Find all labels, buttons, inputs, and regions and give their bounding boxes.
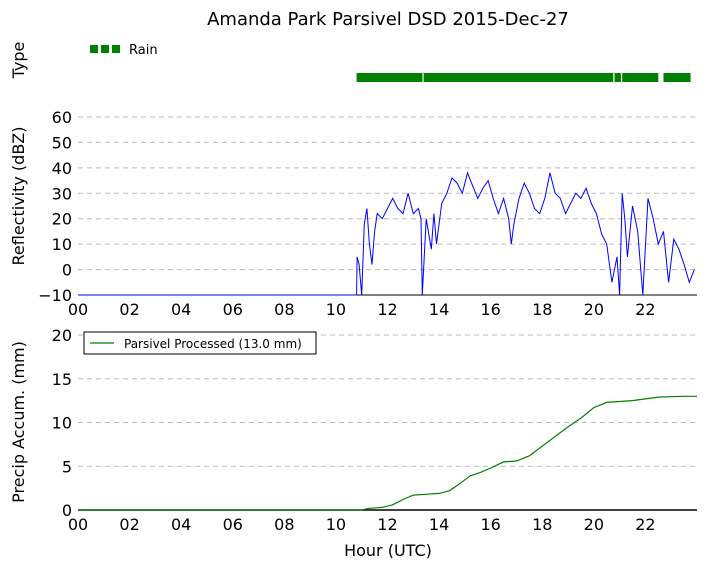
x-tick-label: 02 [119,515,139,534]
reflectivity-x-ticks: 00 02 04 06 08 10 12 14 16 18 20 22 [68,300,656,319]
y-tick-label: 5 [62,457,72,476]
reflectivity-grid [78,116,697,296]
y-tick-label: 20 [52,326,72,345]
x-tick-label: 04 [171,515,191,534]
x-tick-label: 18 [532,515,552,534]
precip-legend-box [83,331,317,355]
precip-y-ticks: 0 5 10 15 20 [52,326,72,520]
x-tick-label: 04 [171,300,191,319]
y-tick-label: 0 [62,261,72,280]
y-tick-label: 20 [52,210,72,229]
y-tick-label: −10 [38,286,72,305]
y-tick-label: 15 [52,370,72,389]
rain-segment [663,73,691,82]
rain-legend-swatch-2 [101,45,109,53]
x-tick-label: 12 [377,300,397,319]
x-tick-label: 12 [377,515,397,534]
precip-panel: 0 5 10 15 20 00 02 04 06 08 10 12 14 16 18 20 22 Parsiv… [9,326,697,560]
x-tick-label: 00 [68,515,88,534]
x-tick-label: 00 [68,300,88,319]
precip-grid [78,334,697,511]
y-tick-label: 10 [52,414,72,433]
precip-xlabel: Hour (UTC) [344,541,432,560]
y-tick-label: 30 [52,184,72,203]
x-tick-label: 06 [223,300,243,319]
rain-segment [622,73,659,82]
reflectivity-y-ticks: −10 0 10 20 30 40 50 60 [38,108,72,305]
x-tick-label: 14 [429,300,449,319]
precip-legend-label: Parsivel Processed (13.0 mm) [124,337,302,351]
precip-ylabel: Precip Accum. (mm) [9,341,28,503]
x-tick-label: 20 [584,300,604,319]
rain-legend-label: Rain [129,43,158,58]
type-panel: Type Rain [9,42,691,82]
rain-segment [356,73,423,82]
x-tick-label: 16 [480,300,500,319]
x-tick-label: 20 [584,515,604,534]
x-tick-label: 10 [326,300,346,319]
precip-accum-line [78,395,697,511]
x-tick-label: 08 [274,300,294,319]
rain-segment [423,73,614,82]
y-tick-label: 40 [52,159,72,178]
rain-segment [614,73,621,82]
type-legend: Rain [90,43,158,58]
precip-legend: Parsivel Processed (13.0 mm) [83,331,317,355]
x-tick-label: 16 [480,515,500,534]
x-tick-label: 14 [429,515,449,534]
y-tick-label: 0 [62,501,72,520]
x-tick-label: 06 [223,515,243,534]
y-tick-label: 50 [52,133,72,152]
rain-legend-swatch-1 [90,45,98,53]
reflectivity-line [78,171,695,296]
x-tick-label: 18 [532,300,552,319]
y-tick-label: 60 [52,108,72,127]
chart-title: Amanda Park Parsivel DSD 2015-Dec-27 [207,9,569,30]
x-tick-label: 22 [635,300,655,319]
x-tick-label: 10 [326,515,346,534]
precip-x-ticks: 00 02 04 06 08 10 12 14 16 18 20 22 [68,515,656,534]
reflectivity-panel: −10 0 10 20 30 40 50 60 00 02 04 06 08 10 12 14 16 18 20 2… [9,108,697,319]
x-tick-label: 08 [274,515,294,534]
x-tick-label: 22 [635,515,655,534]
rain-legend-swatch-3 [112,45,120,53]
reflectivity-ylabel: Reflectivity (dBZ) [9,127,28,266]
x-tick-label: 02 [119,300,139,319]
rain-segments [356,73,691,82]
type-ylabel: Type [9,42,28,80]
y-tick-label: 10 [52,235,72,254]
